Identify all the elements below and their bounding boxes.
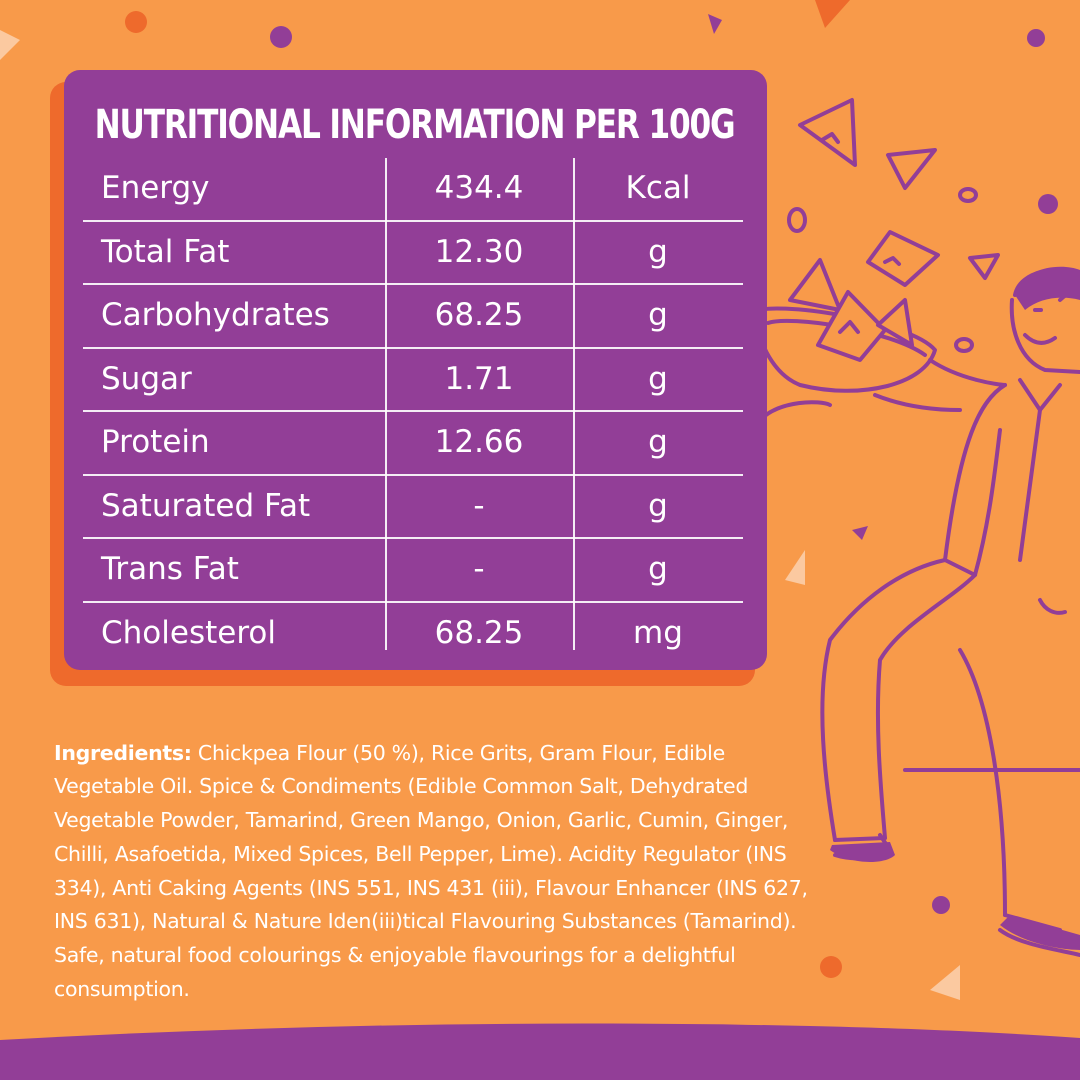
- nutrient-unit: g: [648, 424, 668, 460]
- nutrition-table: Energy 434.4 Kcal Total Fat 12.30 g Carb…: [83, 158, 743, 664]
- table-row: Energy 434.4 Kcal: [83, 158, 743, 222]
- table-row: Protein 12.66 g: [83, 412, 743, 476]
- nutrient-unit: g: [648, 297, 668, 333]
- nutrient-name: Trans Fat: [101, 551, 239, 587]
- table-row: Trans Fat - g: [83, 539, 743, 603]
- nutrient-value: 68.25: [434, 297, 524, 333]
- nutrient-value: 434.4: [434, 170, 524, 206]
- nutrient-unit: Kcal: [625, 170, 691, 206]
- nutrition-panel: [64, 70, 767, 670]
- table-row: Sugar 1.71 g: [83, 349, 743, 412]
- ingredients-text: Ingredients: Chickpea Flour (50 %), Rice…: [54, 737, 814, 1007]
- nutrient-name: Energy: [101, 170, 210, 206]
- table-row: Carbohydrates 68.25 g: [83, 285, 743, 349]
- table-divider: [573, 158, 575, 650]
- shoe-accent: [830, 842, 895, 862]
- nutrient-value: -: [473, 551, 485, 587]
- bottom-band: [0, 1023, 1080, 1080]
- hair-accent: [1015, 266, 1080, 310]
- nutrient-value: 68.25: [434, 614, 524, 651]
- nutrient-value: -: [473, 487, 485, 524]
- nutrient-name: Sugar: [101, 360, 192, 397]
- confetti-decoration: [0, 0, 1058, 1000]
- nutrient-value: 12.66: [434, 424, 524, 460]
- nutrient-unit: g: [648, 551, 668, 587]
- nutrient-name: Protein: [101, 424, 210, 460]
- table-row: Cholesterol 68.25 mg: [83, 603, 743, 665]
- nutrient-name: Cholesterol: [101, 614, 276, 651]
- table-row: Total Fat 12.30 g: [83, 222, 743, 285]
- nutrient-value: 12.30: [434, 233, 524, 270]
- ingredients-list: Chickpea Flour (50 %), Rice Grits, Gram …: [54, 740, 808, 1002]
- nutrient-unit: mg: [633, 614, 683, 651]
- nutrient-unit: g: [648, 360, 668, 397]
- nutrient-name: Saturated Fat: [101, 487, 311, 524]
- nutrient-unit: g: [648, 487, 668, 524]
- panel-title: NUTRITIONAL INFORMATION PER 100G: [94, 102, 736, 148]
- table-row: Saturated Fat - g: [83, 476, 743, 539]
- nutrient-unit: g: [648, 233, 668, 270]
- nutrient-name: Total Fat: [101, 233, 230, 270]
- table-divider: [385, 158, 387, 650]
- shoe-accent: [1000, 915, 1080, 950]
- ingredients-label: Ingredients:: [54, 740, 192, 765]
- nutrient-name: Carbohydrates: [101, 297, 330, 333]
- nutrient-value: 1.71: [444, 360, 514, 397]
